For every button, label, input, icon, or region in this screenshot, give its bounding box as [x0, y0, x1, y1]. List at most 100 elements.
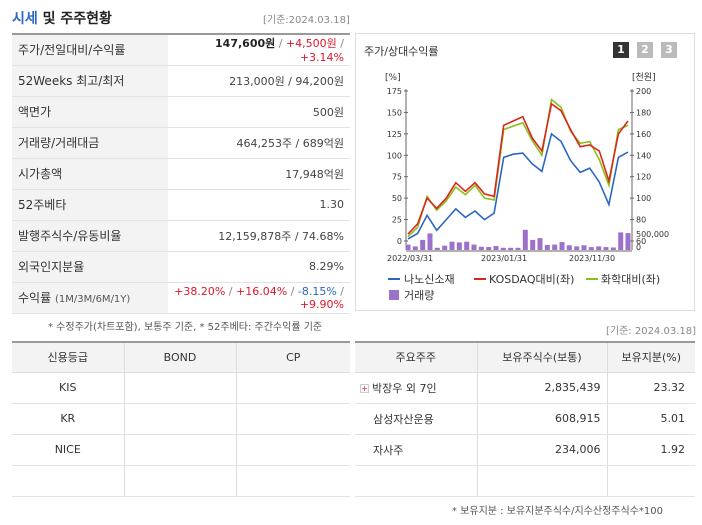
credit-rating-table: 신용등급 BOND CP KIS KR NICE — [12, 341, 350, 497]
price-change: +4,500원 — [285, 37, 337, 51]
base-date: [기준:2024.03.18] — [263, 15, 350, 26]
volume-bar — [537, 238, 543, 250]
right-axis-tick: 120 — [636, 173, 651, 182]
holder-name: 자사주 — [355, 434, 478, 466]
col-header: 신용등급 — [12, 342, 125, 373]
col-header: BOND — [124, 342, 237, 373]
volume-bar — [618, 232, 624, 250]
info-value: 213,000원 / 94,200원 — [168, 65, 350, 97]
info-value: 12,159,878주 / 74.68% — [168, 220, 350, 252]
right-unit: [천원] — [632, 72, 656, 83]
table-row: NICE — [12, 434, 350, 466]
volume-bar — [574, 246, 580, 250]
col-header: 보유주식수(보통) — [477, 342, 608, 373]
price-change-rate: +3.14% — [299, 51, 344, 65]
right-axis-tick: 60 — [636, 237, 646, 246]
chart-page-3-button[interactable]: 3 — [661, 42, 677, 58]
right-axis-tick: 100 — [636, 194, 651, 203]
holder-name[interactable]: 박장우 외 7인 — [372, 381, 437, 395]
volume-bar — [500, 247, 506, 250]
volume-bar — [493, 246, 499, 250]
volume-bar — [522, 229, 528, 250]
volume-bar — [405, 244, 411, 250]
col-header: 주요주주 — [355, 342, 478, 373]
info-value: 500원 — [168, 96, 350, 128]
chart-panel: 주가/상대수익률 1 2 3 [%] [천원] 175 150 125 100 75 50… — [355, 33, 695, 311]
major-shareholders-table: 주요주주 보유주식수(보통) 보유지분(%) + 박장우 외 7인 2,835,439… — [355, 341, 695, 497]
volume-bar — [559, 242, 565, 250]
volume-bar — [427, 233, 433, 250]
volume-bar — [420, 239, 426, 250]
info-label: 52Weeks 최고/최저 — [12, 65, 168, 97]
volume-bar — [478, 246, 484, 250]
x-tick: 2023/11/30 — [569, 254, 615, 263]
info-row-beta: 52주베타 1.30 — [12, 189, 350, 221]
volume-bar — [625, 233, 631, 250]
legend-label-kosdaq: KOSDAQ대비(좌) — [489, 273, 574, 286]
volume-bar — [581, 245, 587, 250]
kosdaq-relative-line — [407, 102, 629, 235]
volume-bar — [508, 247, 514, 250]
right-axis-tick: 160 — [636, 130, 651, 139]
info-label: 시가총액 — [12, 158, 168, 190]
legend-label-volume: 거래량 — [404, 289, 434, 302]
left-axis-tick: 0 — [397, 237, 402, 246]
current-price: 147,600원 — [215, 37, 276, 51]
left-axis-tick: 75 — [392, 173, 402, 182]
table-row: KIS — [12, 372, 350, 404]
volume-bar — [515, 247, 521, 250]
return-1m: +38.20% — [174, 284, 226, 298]
return-1y: +9.90% — [299, 297, 344, 311]
chart-page-2-button[interactable]: 2 — [637, 42, 653, 58]
volume-bar — [442, 245, 448, 250]
expand-icon[interactable]: + — [360, 384, 369, 393]
section-title-rest: 및 주주현황 — [37, 11, 112, 27]
price-info-table: 주가/전일대비/수익률 147,600원 / +4,500원 / +3.14% … — [12, 33, 350, 314]
info-label: 액면가 — [12, 96, 168, 128]
info-value: 1.30 — [168, 189, 350, 221]
left-axis-tick: 175 — [387, 87, 402, 96]
volume-bar — [412, 246, 418, 250]
volume-max-tick: 500,000 — [636, 230, 669, 239]
info-row-52w: 52Weeks 최고/최저 213,000원 / 94,200원 — [12, 65, 350, 97]
legend: 나노신소재 KOSDAQ대비(좌) 화학대비(좌) 거래량 — [388, 273, 660, 302]
left-axis-tick: 100 — [387, 151, 402, 160]
stock-price-line — [407, 132, 629, 240]
price-value: 147,600원 / +4,500원 / +3.14% — [168, 34, 350, 66]
left-axis-tick: 125 — [387, 130, 402, 139]
section-title-highlight: 시세 — [12, 11, 38, 27]
chart-page-1-button[interactable]: 1 — [613, 42, 629, 58]
x-tick: 2022/03/31 — [387, 254, 433, 263]
volume-bar — [596, 246, 602, 250]
volume-bar — [434, 247, 440, 250]
volume-bar — [456, 242, 462, 250]
left-axis-tick: 25 — [392, 216, 402, 225]
info-value: 464,253주 / 689억원 — [168, 127, 350, 159]
info-row-shares: 발행주식수/유동비율 12,159,878주 / 74.68% — [12, 220, 350, 252]
volume-bar — [566, 245, 572, 250]
price-footnote: * 수정주가(차트포함), 보통주 기준, * 52주베타: 주간수익률 기준 — [48, 322, 323, 333]
volume-zero-tick: 0 — [636, 243, 641, 252]
left-axis-tick: 50 — [392, 194, 402, 203]
info-label: 주가/전일대비/수익률 — [12, 34, 168, 66]
volume-bar — [464, 241, 470, 250]
legend-label-stock: 나노신소재 — [404, 273, 455, 286]
volume-bar — [449, 241, 455, 250]
volume-bar — [486, 247, 492, 250]
volume-bar — [610, 247, 616, 250]
info-label: 외국인지분율 — [12, 251, 168, 283]
volume-bar — [603, 247, 609, 250]
volume-bar — [544, 245, 550, 250]
info-row-volume: 거래량/거래대금 464,253주 / 689억원 — [12, 127, 350, 159]
right-axis-tick: 80 — [636, 216, 646, 225]
info-label: 발행주식수/유동비율 — [12, 220, 168, 252]
returns-value: +38.20% / +16.04% / -8.15% / +9.90% — [168, 282, 350, 314]
stock-chart: [%] [천원] 175 150 125 100 75 50 25 0 200 180 160 14… — [385, 72, 669, 302]
info-row-par: 액면가 500원 — [12, 96, 350, 128]
shareholder-footnote: * 보유지분 : 보유지분주식수/지수산정주식수*100 — [452, 506, 663, 517]
legend-label-chem: 화학대비(좌) — [601, 273, 660, 286]
info-row-returns: 수익률 (1M/3M/6M/1Y) +38.20% / +16.04% / -8… — [12, 282, 350, 314]
table-row — [12, 465, 350, 497]
table-row: KR — [12, 403, 350, 435]
table-row: 삼성자산운용 608,915 5.01 — [355, 403, 695, 435]
